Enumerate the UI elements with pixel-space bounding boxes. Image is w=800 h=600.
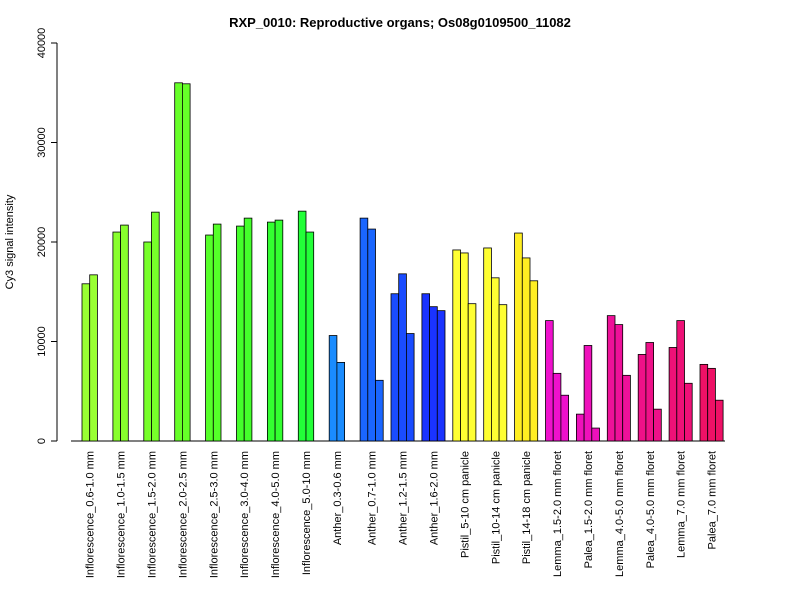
- bar: [174, 82, 183, 442]
- category-label: Anther_0.3-0.6 mm: [332, 451, 344, 545]
- bar: [405, 333, 415, 442]
- bar: [614, 324, 624, 442]
- bar: [375, 379, 384, 442]
- y-axis: 0 10000 20000 30000 40000: [36, 28, 58, 444]
- category-label: Inflorescence_4.0-5.0 mm: [270, 451, 282, 578]
- bar: [653, 408, 662, 442]
- category-label: Palea_1.5-2.0 mm floret: [583, 451, 595, 568]
- y-tick-label: 10000: [36, 326, 48, 357]
- bar: [181, 83, 191, 442]
- bar: [212, 223, 222, 442]
- category-label: Anther_1.2-1.5 mm: [398, 451, 410, 545]
- bar: [429, 306, 438, 442]
- bar: [274, 219, 284, 442]
- bar: [637, 354, 647, 442]
- category-label: Inflorescence_3.0-4.0 mm: [239, 451, 251, 578]
- bar: [421, 293, 430, 442]
- bar: [120, 224, 129, 442]
- bar: [305, 231, 315, 442]
- category-label: Inflorescence_1.5-2.0 mm: [147, 451, 159, 578]
- bar: [359, 217, 369, 442]
- category-label: Lemma_4.0-5.0 mm floret: [614, 451, 626, 577]
- bar: [266, 221, 276, 442]
- bar: [297, 210, 307, 442]
- bar: [606, 315, 616, 442]
- bar: [498, 304, 508, 442]
- bar: [490, 277, 500, 442]
- bar: [151, 211, 160, 442]
- category-label: Inflorescence_1.0-1.5 mm: [116, 451, 128, 578]
- bar: [707, 367, 716, 442]
- category-label: Lemma_7.0 mm floret: [676, 451, 688, 558]
- y-tick-label: 0: [36, 438, 48, 444]
- bar: [336, 361, 345, 442]
- bar: [560, 394, 570, 442]
- bar: [684, 382, 693, 442]
- category-label: Inflorescence_0.6-1.0 mm: [85, 451, 97, 578]
- bars: [81, 82, 724, 442]
- category-label: Inflorescence_5.0-10 mm: [301, 451, 313, 575]
- y-axis-label: Cy3 signal intensity: [4, 194, 16, 289]
- chart-title: RXP_0010: Reproductive organs; Os08g0109…: [229, 15, 571, 30]
- category-label: Lemma_1.5-2.0 mm floret: [552, 451, 564, 577]
- category-label: Pistil_10-14 cm panicle: [490, 451, 502, 564]
- category-label: Pistil_5-10 cm panicle: [459, 451, 471, 558]
- bar: [699, 363, 709, 442]
- bar: [715, 399, 724, 442]
- bar: [668, 347, 678, 442]
- bar: [243, 217, 253, 442]
- bar: [205, 234, 214, 442]
- category-label: Anther_1.6-2.0 mm: [428, 451, 440, 545]
- category-label: Anther_0.7-1.0 mm: [367, 451, 379, 545]
- bar: [645, 342, 655, 442]
- bar: [436, 310, 446, 442]
- y-tick-label: 40000: [36, 28, 48, 59]
- bar: [390, 293, 400, 442]
- bar: [328, 335, 338, 442]
- bar: [676, 320, 685, 442]
- bar: [236, 225, 245, 442]
- bar: [521, 257, 531, 442]
- category-labels: Inflorescence_0.6-1.0 mm Inflorescence_1.…: [85, 451, 719, 578]
- category-label: Palea_4.0-5.0 mm floret: [645, 451, 657, 568]
- category-label: Inflorescence_2.5-3.0 mm: [208, 451, 220, 578]
- bar: [81, 283, 91, 442]
- bar: [143, 241, 152, 442]
- category-label: Palea_7.0 mm floret: [707, 451, 719, 549]
- bar: [591, 427, 600, 442]
- bar: [367, 228, 376, 442]
- y-tick-label: 20000: [36, 227, 48, 258]
- bar: [576, 413, 585, 442]
- bar: [483, 247, 492, 442]
- category-label: Pistil_14-18 cm panicle: [521, 451, 533, 564]
- bar: [552, 372, 562, 442]
- bar: [583, 345, 593, 442]
- bar: [460, 252, 469, 442]
- bar: [467, 303, 477, 442]
- bar: [89, 274, 98, 442]
- category-label: Inflorescence_2.0-2.5 mm: [177, 451, 189, 578]
- bar: [398, 273, 407, 442]
- bar: [545, 320, 554, 442]
- bar: [514, 232, 523, 442]
- bar: [112, 231, 122, 442]
- bar: [529, 280, 539, 442]
- y-tick-label: 30000: [36, 127, 48, 158]
- bar: [622, 374, 631, 442]
- bar: [452, 249, 461, 442]
